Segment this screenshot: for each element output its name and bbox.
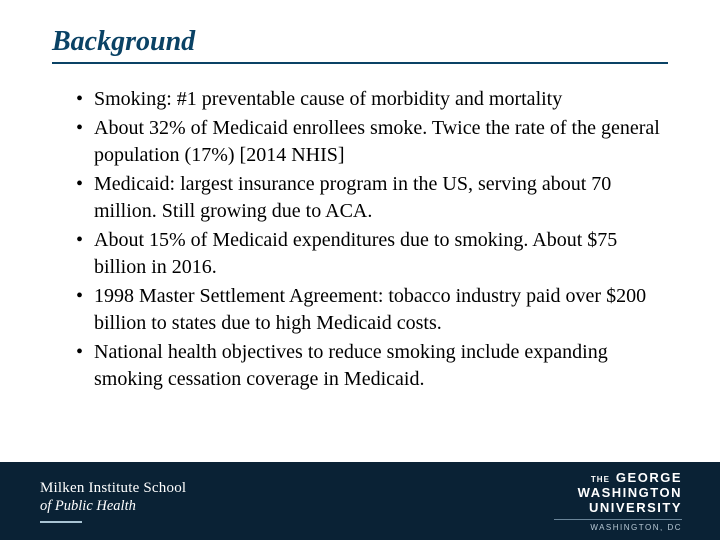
bullet-item: 1998 Master Settlement Agreement: tobacc… — [76, 283, 668, 337]
bullet-list: Smoking: #1 preventable cause of morbidi… — [52, 86, 668, 393]
logo-left-line2: of Public Health — [40, 498, 186, 515]
logo-left-line1: Milken Institute School — [40, 480, 186, 497]
bullet-item: About 15% of Medicaid expenditures due t… — [76, 227, 668, 281]
bullet-item: National health objectives to reduce smo… — [76, 339, 668, 393]
slide-content: Background Smoking: #1 preventable cause… — [0, 0, 720, 393]
bullet-item: Medicaid: largest insurance program in t… — [76, 171, 668, 225]
gwu-university: UNIVERSITY — [589, 500, 682, 515]
logo-left-underline — [40, 521, 82, 523]
gwu-logo: THE GEORGE WASHINGTON UNIVERSITY WASHING… — [554, 470, 682, 532]
gwu-row1: THE GEORGE — [591, 470, 682, 485]
gwu-divider — [554, 519, 682, 520]
gwu-city: WASHINGTON, DC — [590, 523, 682, 532]
slide-title: Background — [52, 26, 668, 64]
bullet-item: About 32% of Medicaid enrollees smoke. T… — [76, 115, 668, 169]
gwu-the: THE — [591, 475, 610, 484]
gwu-washington: WASHINGTON — [578, 485, 682, 500]
footer-bar: Milken Institute School of Public Health… — [0, 462, 720, 540]
gwu-george: GEORGE — [616, 470, 682, 485]
milken-logo: Milken Institute School of Public Health — [40, 480, 186, 523]
bullet-item: Smoking: #1 preventable cause of morbidi… — [76, 86, 668, 113]
